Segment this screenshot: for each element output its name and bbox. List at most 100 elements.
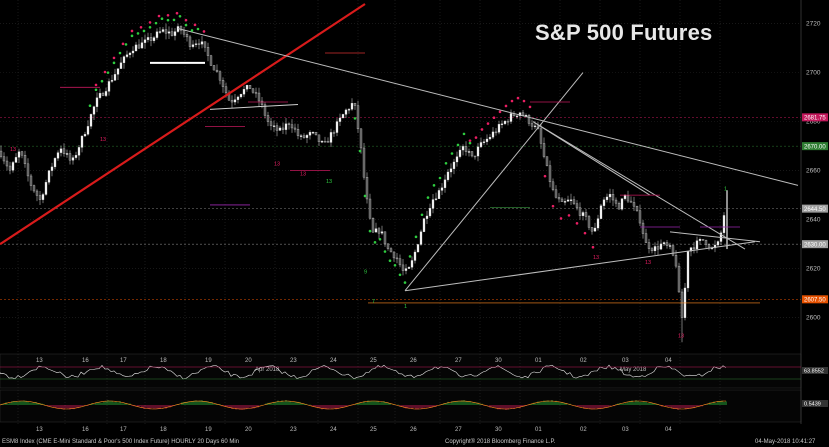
td-dot bbox=[100, 79, 104, 83]
candle-body bbox=[344, 109, 348, 115]
td-dot bbox=[178, 14, 182, 18]
td-count-label: 13 bbox=[300, 172, 306, 178]
x-tick-label: 23 bbox=[290, 358, 297, 364]
candle-body bbox=[47, 170, 51, 183]
candle-body bbox=[674, 255, 678, 267]
candle-body bbox=[221, 80, 225, 87]
uptrend-line bbox=[404, 72, 584, 292]
candle-body bbox=[323, 141, 327, 143]
candle-body bbox=[635, 206, 639, 211]
td-count-label: 13 bbox=[326, 179, 332, 185]
x-tick-label-bottom: 17 bbox=[120, 427, 127, 433]
candle-body bbox=[92, 106, 96, 115]
candle-body bbox=[473, 155, 477, 158]
price-tag-label: 2681.75 bbox=[804, 116, 826, 122]
td-dot bbox=[368, 229, 372, 233]
candle-body bbox=[431, 199, 435, 209]
candle-body bbox=[626, 195, 630, 202]
triangle-upper-line bbox=[669, 231, 761, 243]
candle-body bbox=[485, 138, 489, 142]
candle-body bbox=[377, 228, 381, 234]
candle-body bbox=[398, 258, 402, 266]
candle-body bbox=[515, 115, 519, 117]
candle-body bbox=[293, 127, 297, 130]
candle-body bbox=[575, 203, 579, 208]
candle-body bbox=[155, 31, 159, 38]
candle-body bbox=[161, 29, 165, 32]
month-label: May 2018 bbox=[620, 367, 647, 373]
candle-body bbox=[164, 29, 168, 34]
candle-body bbox=[38, 195, 42, 200]
candle-body bbox=[587, 216, 591, 228]
candle-body bbox=[557, 197, 561, 200]
td-dot bbox=[88, 104, 92, 108]
candle-body bbox=[596, 218, 600, 229]
td-dot bbox=[522, 99, 526, 103]
month-label: Apr 2018 bbox=[255, 367, 280, 373]
candle-body bbox=[287, 123, 291, 125]
footer-right: 04-May-2018 10:41:27 bbox=[755, 439, 816, 445]
candle-body bbox=[713, 244, 717, 249]
candle-body bbox=[257, 92, 261, 102]
candle-body bbox=[59, 148, 63, 153]
candle-body bbox=[215, 69, 219, 72]
candle-body bbox=[560, 198, 564, 202]
td-dot bbox=[172, 18, 176, 22]
falling-wedge-line bbox=[532, 121, 746, 250]
candle-body bbox=[341, 114, 345, 119]
candle-body bbox=[350, 103, 354, 110]
candle-body bbox=[116, 68, 120, 75]
candle-body bbox=[521, 112, 525, 116]
td-dot bbox=[516, 96, 520, 100]
candle-body bbox=[410, 260, 414, 268]
x-tick-label: 18 bbox=[160, 358, 167, 364]
price-tag bbox=[802, 113, 828, 122]
candle-body bbox=[68, 153, 72, 161]
candle-body bbox=[476, 146, 480, 157]
td-dot bbox=[166, 18, 170, 22]
candle-body bbox=[194, 43, 198, 45]
candle-body bbox=[5, 160, 9, 167]
candle-body bbox=[452, 161, 456, 169]
price-tag-label: 2607.50 bbox=[804, 298, 826, 304]
candle-body bbox=[530, 123, 534, 127]
x-tick-label: 24 bbox=[330, 358, 337, 364]
candle-body bbox=[371, 218, 375, 233]
td-dot bbox=[510, 99, 514, 103]
candle-body bbox=[389, 248, 393, 253]
td-dot bbox=[388, 259, 392, 263]
candle-body bbox=[677, 265, 681, 293]
td-count-label: 13 bbox=[593, 255, 599, 261]
price-tag bbox=[802, 240, 828, 249]
candle-body bbox=[125, 54, 129, 57]
candle-body bbox=[386, 243, 390, 249]
td-count-label: 1 bbox=[724, 186, 727, 192]
indicator-panel-1 bbox=[0, 353, 802, 389]
x-tick-label: 02 bbox=[580, 358, 587, 364]
candle-body bbox=[599, 205, 603, 219]
candle-body bbox=[434, 198, 438, 200]
candle-body bbox=[71, 157, 75, 161]
td-count-label: 9 bbox=[364, 270, 367, 276]
candle-body bbox=[86, 126, 90, 135]
candle-body bbox=[26, 163, 30, 177]
td-dot bbox=[139, 25, 143, 29]
candle-body bbox=[491, 131, 495, 138]
candle-body bbox=[290, 124, 294, 129]
candle-body bbox=[74, 155, 78, 158]
candle-body bbox=[416, 244, 420, 253]
td-dot bbox=[124, 43, 128, 46]
candle-body bbox=[605, 196, 609, 200]
candle-body bbox=[665, 242, 669, 246]
price-tag bbox=[802, 295, 828, 304]
candle-body bbox=[203, 41, 207, 48]
td-dot bbox=[468, 139, 472, 142]
td-dot bbox=[468, 141, 472, 145]
candle-body bbox=[662, 242, 666, 245]
x-tick-label-bottom: 23 bbox=[290, 427, 297, 433]
td-dot bbox=[378, 237, 382, 241]
x-tick-label-bottom: 20 bbox=[245, 427, 252, 433]
indicator-1-tag bbox=[802, 367, 828, 374]
td-dot bbox=[193, 23, 197, 27]
candle-body bbox=[455, 156, 459, 163]
